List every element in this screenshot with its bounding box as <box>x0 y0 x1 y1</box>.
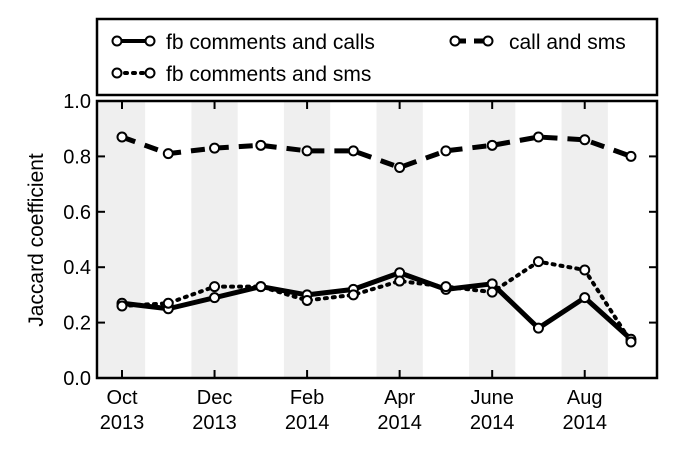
legend-entry-0: fb comments and calls <box>111 31 375 54</box>
x-tick-label-month-2: Feb <box>290 387 324 409</box>
x-tick-label-month-4: June <box>470 387 513 409</box>
series-2-point-11 <box>625 150 637 162</box>
legend-label-2: call and sms <box>509 31 626 54</box>
series-2-point-9 <box>532 131 544 143</box>
x-tick-label-year-1: 2013 <box>192 412 237 434</box>
legend-label-1: fb comments and sms <box>166 63 371 86</box>
x-tick-label-year-2: 2014 <box>285 412 330 434</box>
series-line-0 <box>121 270 633 342</box>
series-2-point-7 <box>440 145 452 157</box>
series-2-point-1 <box>162 148 174 160</box>
y-axis-label: Jaccard coefficient <box>25 153 48 327</box>
shade-band-2 <box>191 101 238 378</box>
series-1-point-5 <box>347 289 359 301</box>
legend-entry-2: call and sms <box>449 31 626 54</box>
series-line-1 <box>120 259 633 344</box>
series-1-point-8 <box>486 286 498 298</box>
shade-band-0 <box>98 101 146 378</box>
series-2-point-5 <box>347 145 359 157</box>
series-2-point-2 <box>209 142 221 154</box>
y-tick-label-4: 0.8 <box>63 146 91 168</box>
series-1-point-6 <box>394 275 406 287</box>
series-1-point-1 <box>162 297 174 309</box>
legend-marker-1b <box>144 67 156 79</box>
x-tick-label-month-0: Oct <box>106 387 138 409</box>
x-tick-label-month-5: Aug <box>567 387 603 409</box>
shade-band-6 <box>376 101 423 378</box>
legend-marker-0b <box>144 35 156 47</box>
series-1-point-3 <box>255 281 267 293</box>
x-axis-ticks: Oct 2013 Dec 2013 Feb 2014 Apr 2014 June 2014 Aug 2… <box>100 101 607 434</box>
series-0-point-9 <box>532 322 544 334</box>
series-1-point-2 <box>209 281 221 293</box>
x-tick-label-month-1: Dec <box>197 387 233 409</box>
series-1-point-10 <box>579 264 591 276</box>
shade-band-4 <box>283 101 331 378</box>
y-axis-ticks: 0.0 0.2 0.4 0.6 0.8 1.0 <box>63 91 657 390</box>
legend-label-0: fb comments and calls <box>166 31 375 54</box>
plot-area: 0.0 0.2 0.4 0.6 0.8 1.0 Oct 2013 Dec 2013 Feb 2014… <box>63 91 659 434</box>
x-tick-label-month-3: Apr <box>384 387 415 409</box>
y-tick-label-3: 0.6 <box>63 202 91 224</box>
series-0-point-2 <box>209 292 221 304</box>
y-tick-label-1: 0.2 <box>63 313 91 335</box>
legend-marker-1a <box>111 67 123 79</box>
legend-marker-0a <box>111 35 123 47</box>
series-lines <box>116 131 637 348</box>
legend-box <box>95 17 659 97</box>
x-tick-label-year-4: 2014 <box>470 412 515 434</box>
legend-entry-1: fb comments and sms <box>111 63 371 86</box>
series-2-point-0 <box>116 131 128 143</box>
series-1-point-9 <box>532 256 544 268</box>
series-1-point-11 <box>625 336 637 348</box>
plot-frame <box>95 99 659 380</box>
series-2-point-8 <box>486 139 498 151</box>
series-2-point-6 <box>394 161 406 173</box>
series-2-point-4 <box>301 145 313 157</box>
series-0-point-10 <box>579 292 591 304</box>
x-tick-label-year-5: 2014 <box>562 412 607 434</box>
month-shading <box>98 101 608 378</box>
series-2-point-3 <box>255 139 267 151</box>
y-tick-label-5: 1.0 <box>63 91 91 113</box>
series-1-point-7 <box>440 281 452 293</box>
x-tick-label-year-0: 2013 <box>100 412 145 434</box>
legend: fb comments and calls fb comments and sm… <box>95 17 659 97</box>
legend-marker-2b <box>482 35 494 47</box>
series-2-point-10 <box>579 134 591 146</box>
y-tick-label-0: 0.0 <box>63 368 91 390</box>
series-line-2 <box>121 134 632 170</box>
y-tick-label-2: 0.4 <box>63 257 91 279</box>
legend-marker-2a <box>449 35 461 47</box>
series-1-point-4 <box>301 294 313 306</box>
x-tick-label-year-3: 2014 <box>377 412 422 434</box>
series-1-point-0 <box>116 300 128 312</box>
